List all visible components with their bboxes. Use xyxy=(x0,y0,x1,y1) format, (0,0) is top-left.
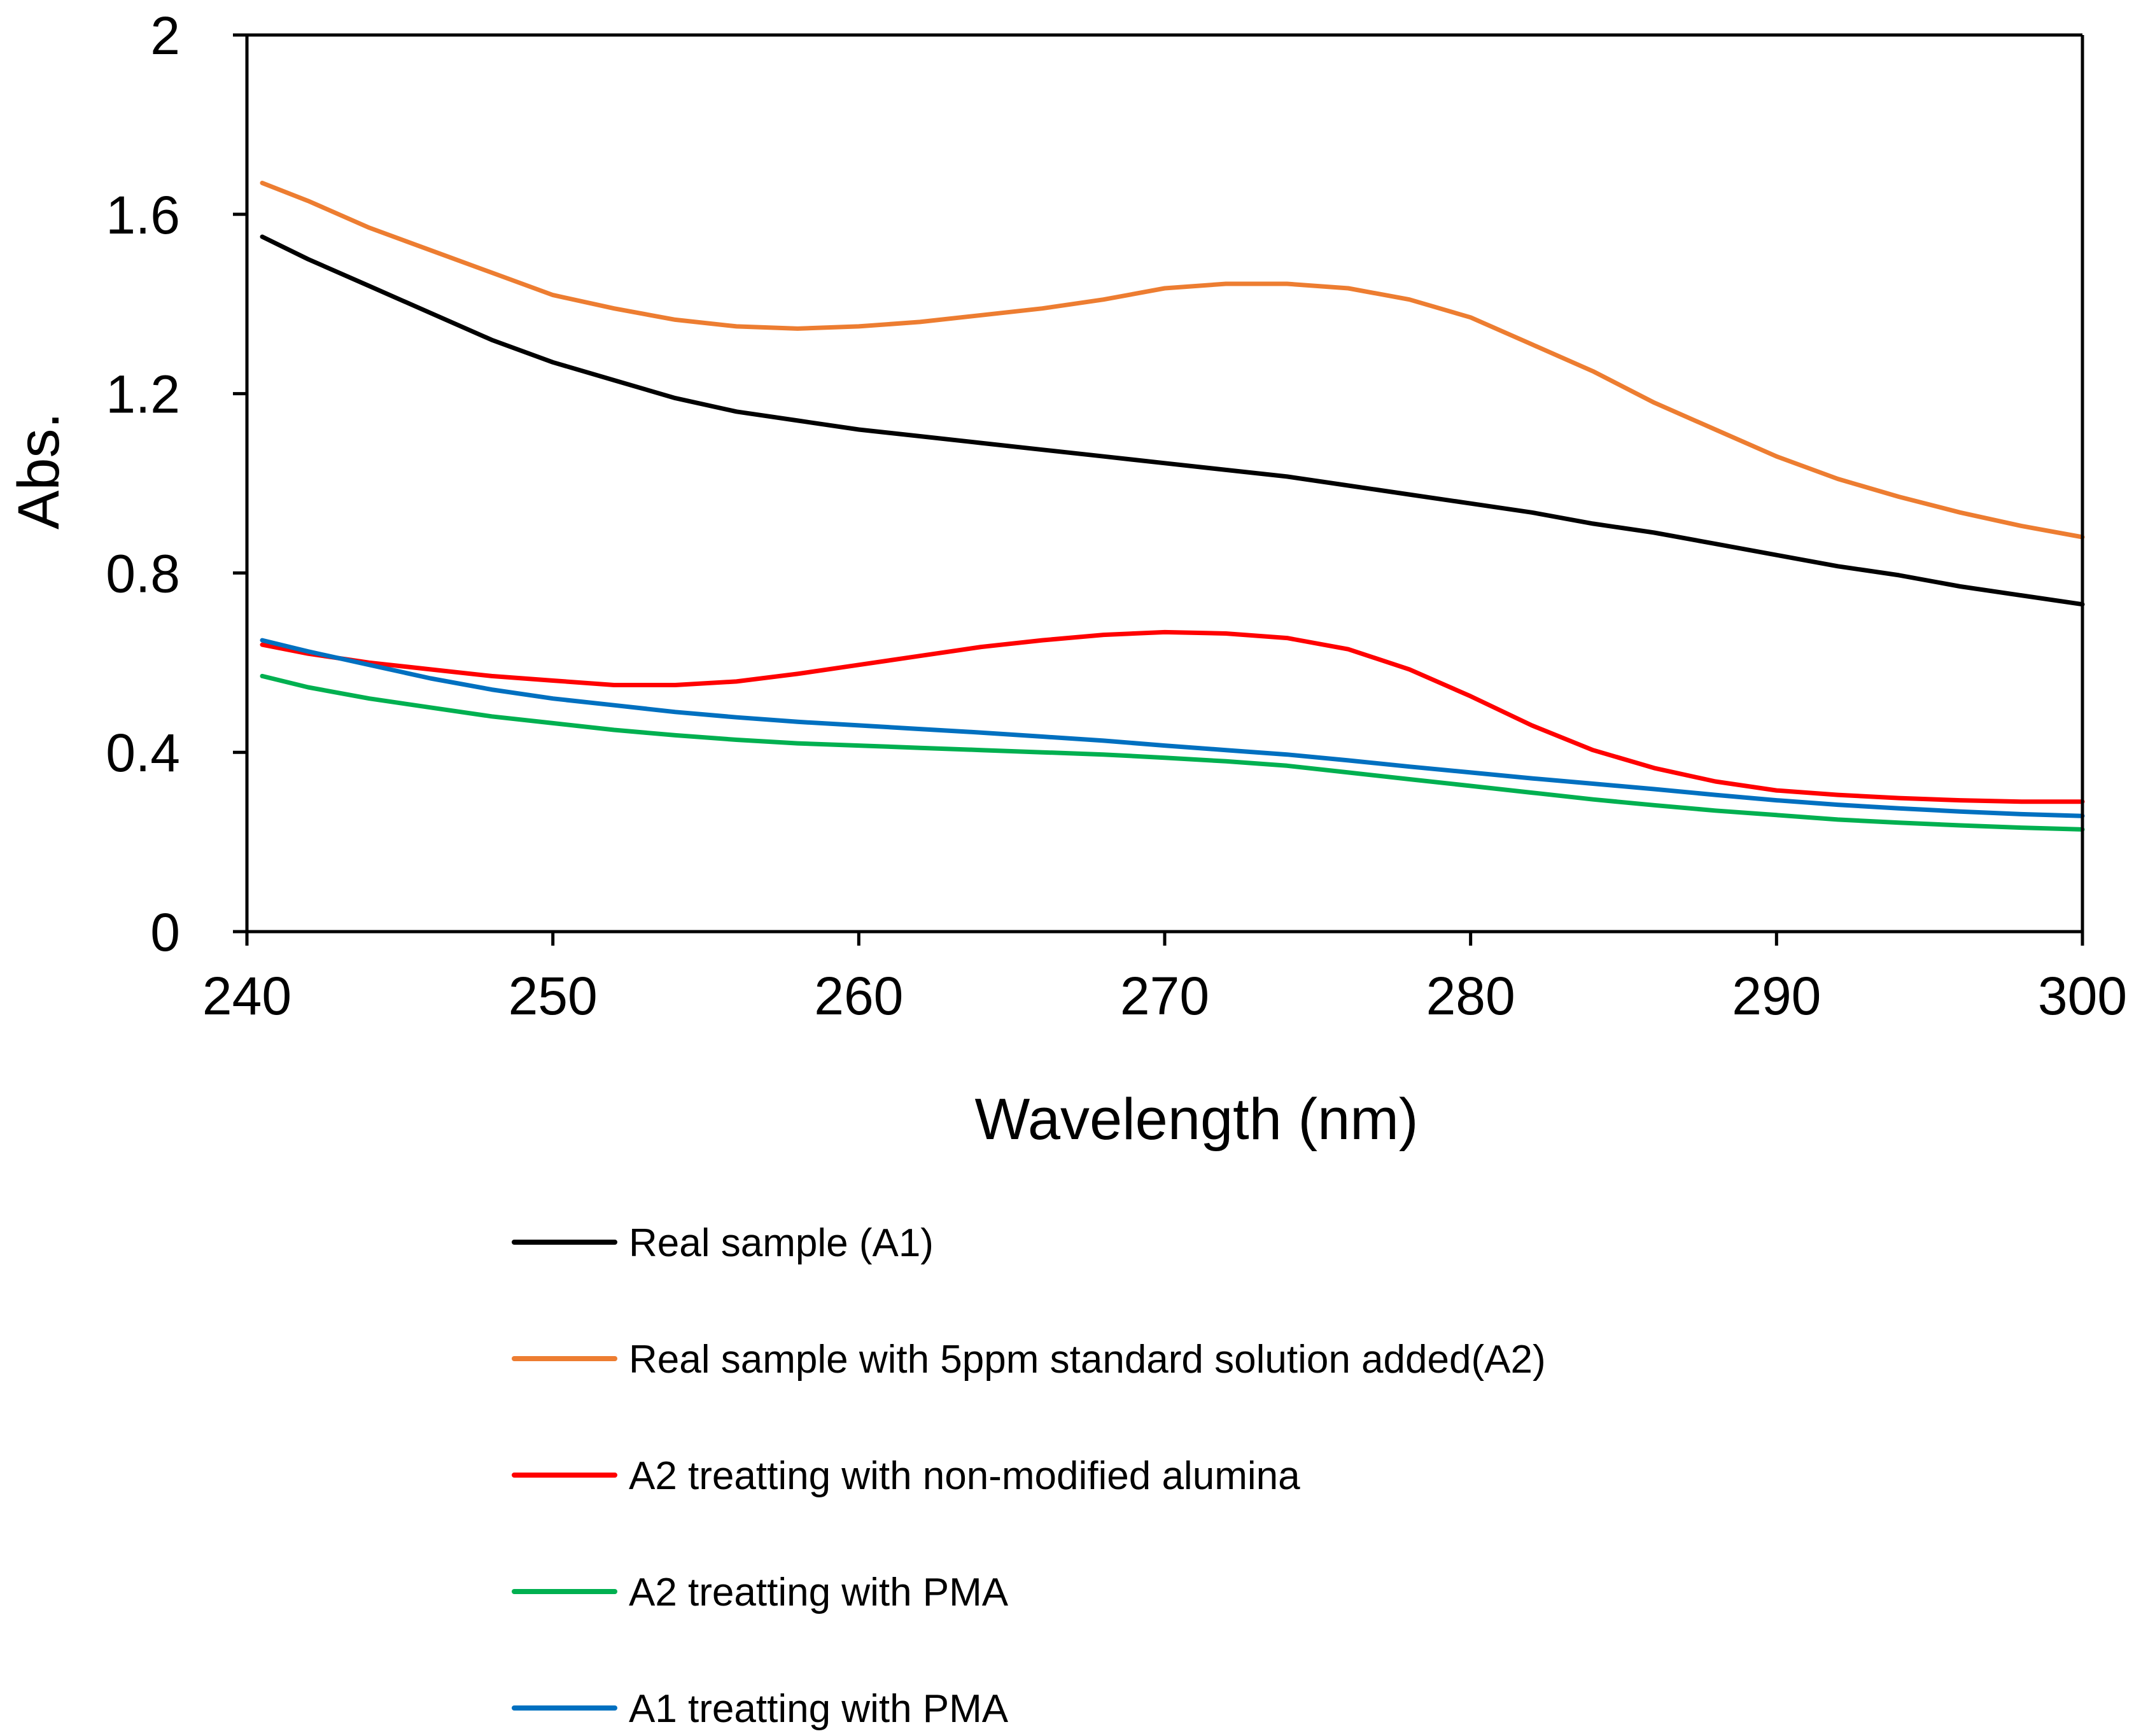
y-tick-label: 1.6 xyxy=(106,185,180,245)
series-line-2 xyxy=(260,181,2085,540)
y-tick-label: 0.8 xyxy=(106,543,180,603)
x-tick-label: 260 xyxy=(814,966,903,1026)
y-tick-label: 0 xyxy=(150,902,180,962)
series-line-4 xyxy=(260,673,2085,832)
y-tick-label: 1.2 xyxy=(106,365,180,424)
ticks-layer: 240 250 260 270 280 290 300 0 0.4 0.8 1.2 1.6 2 xyxy=(106,6,2127,1026)
legend-item: A2 treatting with PMA xyxy=(512,1571,1009,1614)
y-tick-label: 0.4 xyxy=(106,723,180,783)
x-tick-label: 280 xyxy=(1426,966,1515,1026)
legend-label: Real sample (A1) xyxy=(629,1221,934,1265)
series-line-5 xyxy=(260,638,2085,818)
x-tick-label: 270 xyxy=(1120,966,1209,1026)
legend-item: Real sample (A1) xyxy=(512,1221,934,1265)
legend-label: A2 treatting with PMA xyxy=(629,1571,1009,1614)
y-axis-title: Abs. xyxy=(6,412,71,529)
legend-label: Real sample with 5ppm standard solution … xyxy=(629,1338,1546,1382)
y-tick-label: 2 xyxy=(150,6,180,66)
legend-item: A1 treatting with PMA xyxy=(512,1687,1009,1731)
x-tick-label: 290 xyxy=(1732,966,1821,1026)
x-tick-label: 300 xyxy=(2038,966,2127,1026)
x-axis-title: Wavelength (nm) xyxy=(974,1087,1418,1152)
series-line-3 xyxy=(260,629,2085,804)
x-tick-label: 240 xyxy=(202,966,291,1026)
legend-label: A2 treatting with non-modified alumina xyxy=(629,1454,1300,1498)
series-layer xyxy=(260,181,2085,832)
x-tick-label: 250 xyxy=(509,966,598,1026)
legend-item: A2 treatting with non-modified alumina xyxy=(512,1454,1300,1498)
series-line-1 xyxy=(260,234,2085,607)
legend-item: Real sample with 5ppm standard solution … xyxy=(512,1338,1546,1382)
legend-label: A1 treatting with PMA xyxy=(629,1687,1009,1731)
legend: Real sample (A1) Real sample with 5ppm st… xyxy=(512,1221,1546,1731)
